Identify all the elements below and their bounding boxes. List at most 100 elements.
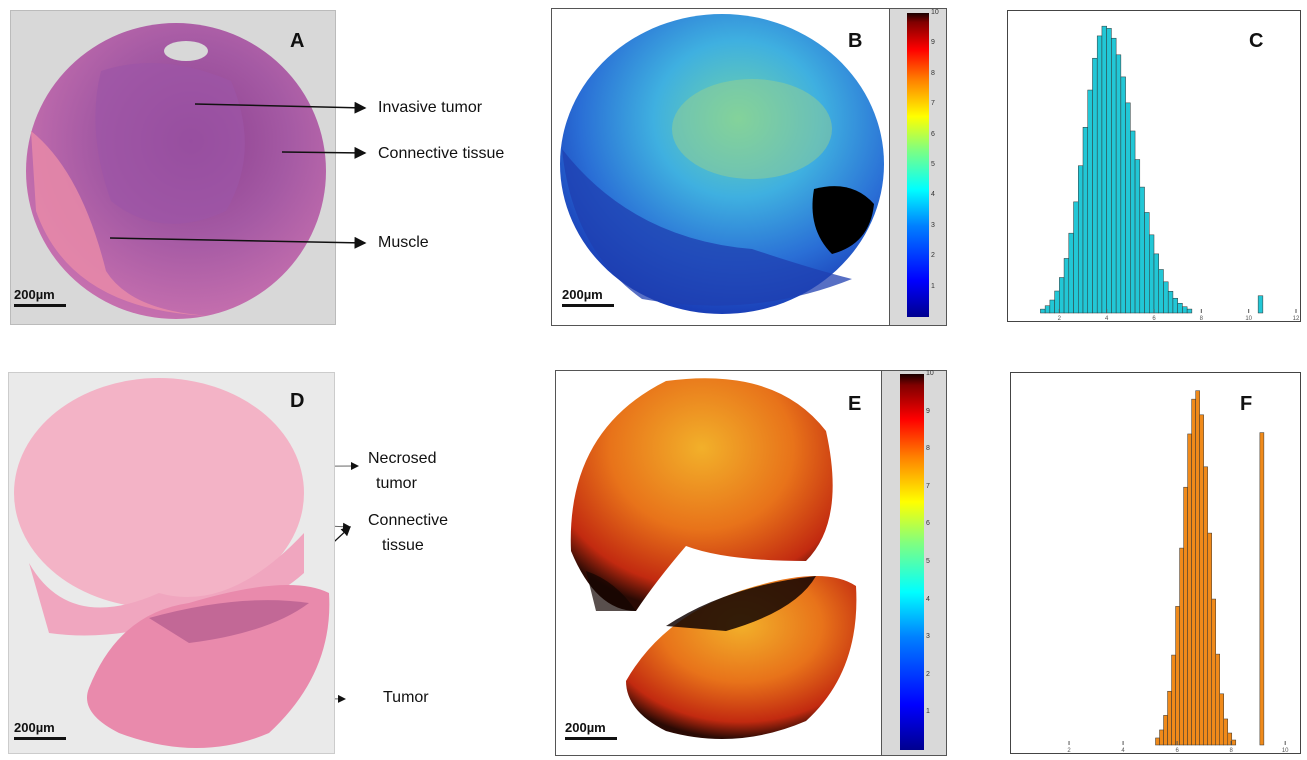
histogram-bar (1163, 715, 1168, 746)
scalebar-b-label: 200µm (562, 287, 603, 302)
he-image-a (26, 23, 326, 319)
panel-b-letter: B (848, 30, 863, 52)
histogram-bar (1186, 308, 1193, 314)
arrow-invasive-tumor (194, 101, 367, 114)
histogram-bar (1073, 201, 1079, 314)
colorbar-tick-label: 3 (926, 633, 930, 641)
histogram-bar (1171, 654, 1176, 746)
histogram-bar (1207, 532, 1212, 746)
histogram-tick-label: 6 (1175, 748, 1179, 753)
histogram-bar (1040, 308, 1046, 314)
histogram-bar (1231, 739, 1237, 746)
histogram-bar (1087, 89, 1093, 314)
histogram-bar (1219, 693, 1224, 746)
panel-e-letter: E (848, 393, 862, 415)
histogram-bar (1149, 234, 1155, 314)
histogram-bar (1120, 76, 1126, 314)
map-image-e (570, 378, 857, 739)
histogram-bar (1092, 57, 1098, 314)
histogram-bar (1175, 606, 1180, 746)
histogram-bar (1195, 390, 1200, 746)
histogram-bar (1144, 212, 1150, 314)
arrow-connective-tissue-a (281, 146, 367, 159)
panel-e (555, 370, 883, 756)
histogram-bar (1182, 306, 1188, 314)
histogram-bar (1203, 466, 1208, 746)
colorbar-e-frame: 1 2 3 4 5 6 7 8 9 10 (881, 370, 947, 756)
panel-c-letter: C (1249, 30, 1264, 52)
histogram-bar (1167, 290, 1174, 314)
colorbar-b-frame: 1 2 3 4 5 6 7 8 9 10 (889, 8, 947, 326)
histogram-tick-label: 10 (1245, 316, 1252, 321)
histogram-bar (1125, 102, 1131, 314)
histogram-bar (1111, 37, 1117, 314)
colorbar-b (907, 13, 929, 317)
histogram-bar (1163, 281, 1169, 314)
colorbar-tick-label: 2 (926, 670, 930, 678)
scalebar-a-label: 200µm (14, 287, 55, 302)
histogram-bar (1172, 297, 1178, 314)
colorbar-tick-label: 6 (931, 130, 935, 138)
histogram-bar (1054, 290, 1060, 314)
histogram-bar (1082, 127, 1088, 314)
colorbar-tick-label: 1 (926, 708, 930, 716)
histogram-bar (1049, 299, 1055, 314)
histogram-bar (1199, 414, 1204, 746)
colorbar-tick-label: 5 (926, 558, 930, 565)
histogram-bar (1059, 277, 1065, 314)
histogram-bar (1183, 486, 1188, 746)
histogram-tick-label: 12 (1293, 316, 1300, 321)
histogram-bar (1159, 729, 1164, 746)
label-necrosed: Necrosed (368, 450, 437, 467)
histogram-tick-label: 2 (1067, 748, 1071, 753)
histogram-tick-label: 10 (1282, 748, 1289, 753)
histogram-bar (1096, 35, 1103, 314)
panel-b (551, 8, 891, 326)
colorbar-tick-label: 6 (926, 520, 930, 528)
histogram-bar (1130, 130, 1136, 314)
histogram-bar (1177, 302, 1183, 314)
histogram-bar (1139, 186, 1145, 314)
histogram-bar (1044, 305, 1051, 314)
histogram-bar (1134, 159, 1141, 314)
histogram-bar (1101, 25, 1107, 314)
he-image-d (14, 378, 330, 748)
histogram-bar (1259, 432, 1265, 746)
histogram-bar (1179, 547, 1184, 746)
histogram-bar (1191, 398, 1196, 746)
histogram-bar (1187, 433, 1192, 746)
histogram-bar (1223, 718, 1229, 746)
label-muscle: Muscle (378, 234, 429, 251)
histogram-bar (1211, 598, 1216, 746)
label-tumor: Tumor (383, 689, 429, 706)
panel-d-letter: D (290, 390, 305, 412)
histogram-tick-label: 4 (1105, 316, 1109, 321)
colorbar-tick-label: 3 (931, 221, 935, 229)
histogram-tick-label: 6 (1152, 316, 1156, 321)
panel-d (8, 372, 335, 754)
histogram-tick-label: 8 (1229, 748, 1233, 753)
histogram-bar (1068, 232, 1074, 314)
colorbar-tick-label: 9 (931, 39, 935, 47)
scalebar-b: 200µm (562, 287, 614, 307)
histogram-bar (1153, 253, 1159, 314)
panel-f-letter: F (1240, 393, 1253, 415)
colorbar-tick-label: 2 (931, 252, 935, 260)
histogram-bar (1158, 269, 1164, 314)
scalebar-a: 200µm (14, 287, 66, 307)
colorbar-e (900, 374, 924, 750)
label-connective-tissue-d: tissue (382, 537, 424, 554)
scalebar-d-label: 200µm (14, 720, 55, 735)
histogram-bar (1078, 165, 1084, 314)
colorbar-tick-label: 7 (931, 100, 935, 108)
colorbar-tick-label: 4 (931, 191, 935, 199)
histogram-bar (1155, 737, 1160, 746)
histogram-bar (1063, 258, 1070, 314)
arrow-muscle (109, 236, 367, 249)
scalebar-e-label: 200µm (565, 720, 606, 735)
histogram-bar (1215, 653, 1220, 746)
colorbar-tick-label: 10 (926, 370, 934, 377)
histogram-bar (1167, 690, 1172, 746)
panel-c: 2 4 6 8 10 12 (1007, 10, 1301, 322)
colorbar-tick-label: 7 (926, 482, 930, 490)
